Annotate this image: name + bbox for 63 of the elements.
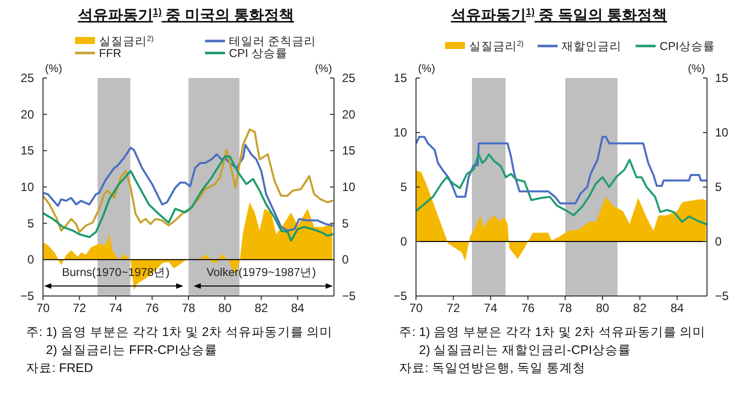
y2-tick-label: −5 xyxy=(342,289,356,303)
y2-tick-label: 15 xyxy=(715,71,729,85)
y-tick-label: 0 xyxy=(27,252,34,267)
x-tick-label: 78 xyxy=(558,301,572,315)
text: 자료: 독일연방은행, 독일 통계청 xyxy=(399,361,586,375)
y-tick-label: 5 xyxy=(400,180,408,194)
x-tick-label: 76 xyxy=(145,301,160,315)
y-tick-label: 5 xyxy=(27,216,34,230)
annotation: Volker(1979~1987년) xyxy=(206,267,316,279)
line-series xyxy=(416,153,707,226)
y2-tick-label: 0 xyxy=(715,234,722,248)
x-tick-label: 78 xyxy=(182,301,196,315)
y-tick-label: 10 xyxy=(20,180,34,194)
y2-tick-label: 10 xyxy=(342,180,356,194)
y2-tick-label: 15 xyxy=(342,144,356,158)
y-axis-title: (%) xyxy=(45,63,62,75)
y-tick-label: −5 xyxy=(20,289,34,303)
x-tick-label: 72 xyxy=(446,301,460,315)
legend-label: 테일러 준칙금리 xyxy=(229,36,316,48)
y2-tick-label: 0 xyxy=(342,252,349,267)
x-tick-label: 72 xyxy=(72,301,86,315)
y-tick-label: 0 xyxy=(400,234,408,248)
y-tick-label: 25 xyxy=(20,71,34,85)
y2-tick-label: 25 xyxy=(342,71,356,85)
line-series xyxy=(43,144,334,232)
y2-axis-title: (%) xyxy=(314,63,332,75)
x-tick-label: 82 xyxy=(254,301,268,315)
x-tick-label: 70 xyxy=(36,301,50,315)
legend-label: 재할인금리 xyxy=(562,41,622,53)
y2-axis-title: (%) xyxy=(688,63,705,75)
line-series xyxy=(43,155,334,242)
text: 자료: FRED xyxy=(26,361,93,375)
y-tick-label: 20 xyxy=(20,107,34,122)
x-tick-label: 70 xyxy=(409,301,423,315)
y-axis-title: (%) xyxy=(418,63,436,75)
legend-label: CPI상승률 xyxy=(660,41,715,53)
legend-label: CPI 상승률 xyxy=(229,48,288,60)
text: 2) 실질금리는 재할인금리-CPI상승률 xyxy=(419,343,632,357)
x-tick-label: 80 xyxy=(596,301,610,315)
y2-tick-label: −5 xyxy=(715,289,730,303)
y-tick-label: 15 xyxy=(20,144,34,158)
text: 주: 1) 음영 부분은 각각 1차 및 2차 석유파동기를 의미 xyxy=(399,325,706,339)
y2-tick-label: 10 xyxy=(715,126,729,140)
y2-tick-label: 20 xyxy=(342,107,356,122)
x-tick-label: 74 xyxy=(484,301,498,315)
y-tick-label: −5 xyxy=(393,289,408,303)
y2-tick-label: 5 xyxy=(342,216,349,230)
legend-label: 실질금리$^{2)}$ xyxy=(99,34,154,48)
x-tick-label: 74 xyxy=(109,301,123,315)
y2-tick-label: 5 xyxy=(715,180,722,194)
y-tick-label: 15 xyxy=(394,71,408,85)
legend-label: 실질금리$^{2)}$ xyxy=(469,38,524,53)
legend-label: FFR xyxy=(99,48,122,60)
line-series xyxy=(416,136,707,204)
x-tick-label: 84 xyxy=(670,301,684,315)
text: 주: 1) 음영 부분은 각각 1차 및 2차 석유파동기를 의미 xyxy=(26,325,333,339)
x-tick-label: 82 xyxy=(633,301,647,315)
text: 2) 실질금리는 FFR-CPI상승률 xyxy=(46,343,218,357)
x-tick-label: 80 xyxy=(218,301,232,315)
x-tick-label: 76 xyxy=(521,301,535,315)
line-series xyxy=(43,128,334,234)
x-tick-label: 84 xyxy=(290,301,305,315)
y-tick-label: 10 xyxy=(394,126,408,140)
